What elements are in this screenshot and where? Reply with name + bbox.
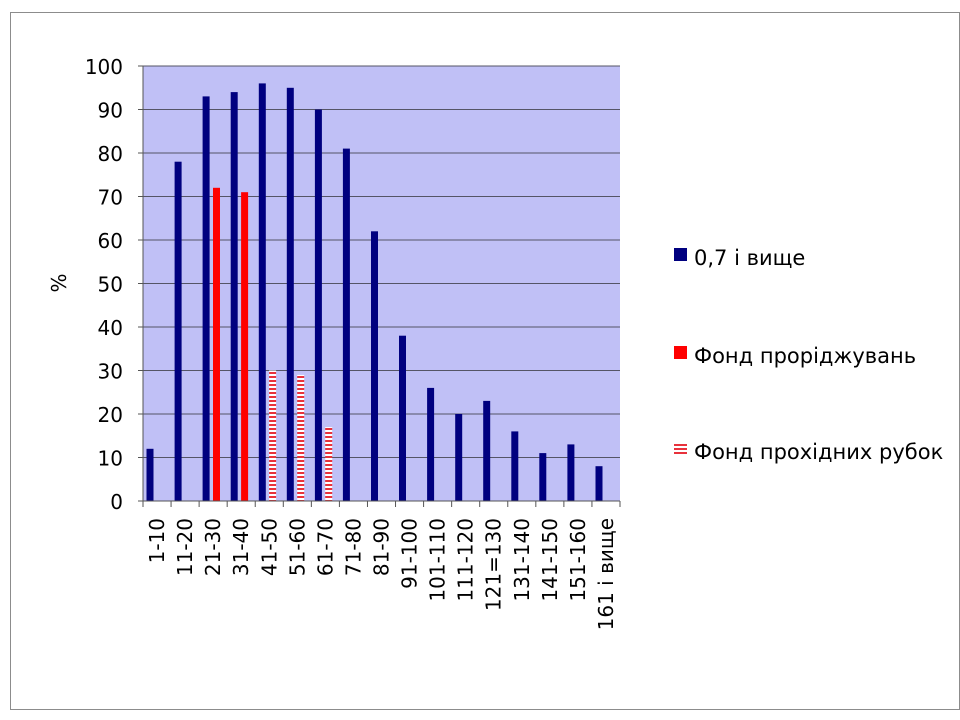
y-tick-label: 40 xyxy=(98,316,123,340)
bar xyxy=(174,161,182,501)
x-tick-label: 61-70 xyxy=(313,518,337,576)
x-tick-label: 71-80 xyxy=(341,518,365,576)
axes xyxy=(142,66,621,507)
y-axis-label: % xyxy=(47,273,71,292)
bar xyxy=(567,444,575,501)
bars xyxy=(146,83,603,502)
bar xyxy=(399,335,406,501)
bar xyxy=(342,148,350,501)
x-tick-label: 111-120 xyxy=(454,518,478,602)
bar xyxy=(511,431,519,501)
y-tick-label: 70 xyxy=(98,186,123,210)
legend: 0,7 і вище Фонд проріджувань Фонд прохідни… xyxy=(674,246,943,464)
bar xyxy=(483,400,491,501)
bar xyxy=(455,414,463,501)
y-tick-label: 100 xyxy=(85,55,123,79)
y-tick-label: 60 xyxy=(98,229,123,253)
bar xyxy=(539,453,547,501)
x-tick-label: 81-90 xyxy=(370,518,394,576)
bar xyxy=(258,83,266,502)
x-tick-label: 31-40 xyxy=(229,518,253,576)
x-tick-labels: 1-10 11-20 21-30 31-40 41-50 51-60 61-70 71-80 8… xyxy=(145,518,618,630)
x-tick-label: 11-20 xyxy=(173,518,197,576)
y-tick-label: 10 xyxy=(98,447,123,471)
bar xyxy=(297,374,305,501)
x-tick-label: 141-150 xyxy=(538,518,562,602)
legend-label: 0,7 і вище xyxy=(694,246,805,270)
y-tick-label: 20 xyxy=(98,403,123,427)
y-tick-label: 30 xyxy=(98,360,123,384)
bar xyxy=(371,231,378,502)
bar xyxy=(286,87,294,502)
bar xyxy=(269,370,277,501)
x-tick-label: 161 і вище xyxy=(594,518,618,630)
x-tick-label: 131-140 xyxy=(510,518,534,602)
x-tick-label: 91-100 xyxy=(398,518,422,589)
gridlines xyxy=(138,65,620,502)
bar xyxy=(314,109,322,501)
bar xyxy=(325,427,333,501)
y-tick-label: 80 xyxy=(98,142,123,166)
bar xyxy=(241,192,249,501)
y-tick-label: 90 xyxy=(98,99,123,123)
bar xyxy=(213,187,220,502)
x-tick-label: 51-60 xyxy=(285,518,309,576)
legend-swatch xyxy=(674,346,687,359)
x-tick-label: 41-50 xyxy=(257,518,281,576)
x-tick-label: 151-160 xyxy=(566,518,590,602)
bar xyxy=(146,448,154,501)
x-tick-label: 1-10 xyxy=(145,518,169,563)
legend-swatch xyxy=(674,442,687,455)
x-tick-label: 101-110 xyxy=(426,518,450,602)
y-tick-label: 50 xyxy=(98,273,123,297)
y-tick-label: 0 xyxy=(110,490,123,514)
legend-swatch xyxy=(674,248,687,261)
bar xyxy=(595,466,603,501)
bar xyxy=(202,96,210,502)
y-tick-labels: 0 10 20 30 40 50 60 70 80 90 100 xyxy=(85,55,123,514)
legend-label: Фонд прохідних рубок xyxy=(694,440,943,464)
legend-label: Фонд проріджувань xyxy=(694,344,916,368)
bar xyxy=(427,387,435,501)
x-tick-label: 121=130 xyxy=(482,518,506,611)
bar xyxy=(230,92,238,501)
x-tick-label: 21-30 xyxy=(201,518,225,576)
